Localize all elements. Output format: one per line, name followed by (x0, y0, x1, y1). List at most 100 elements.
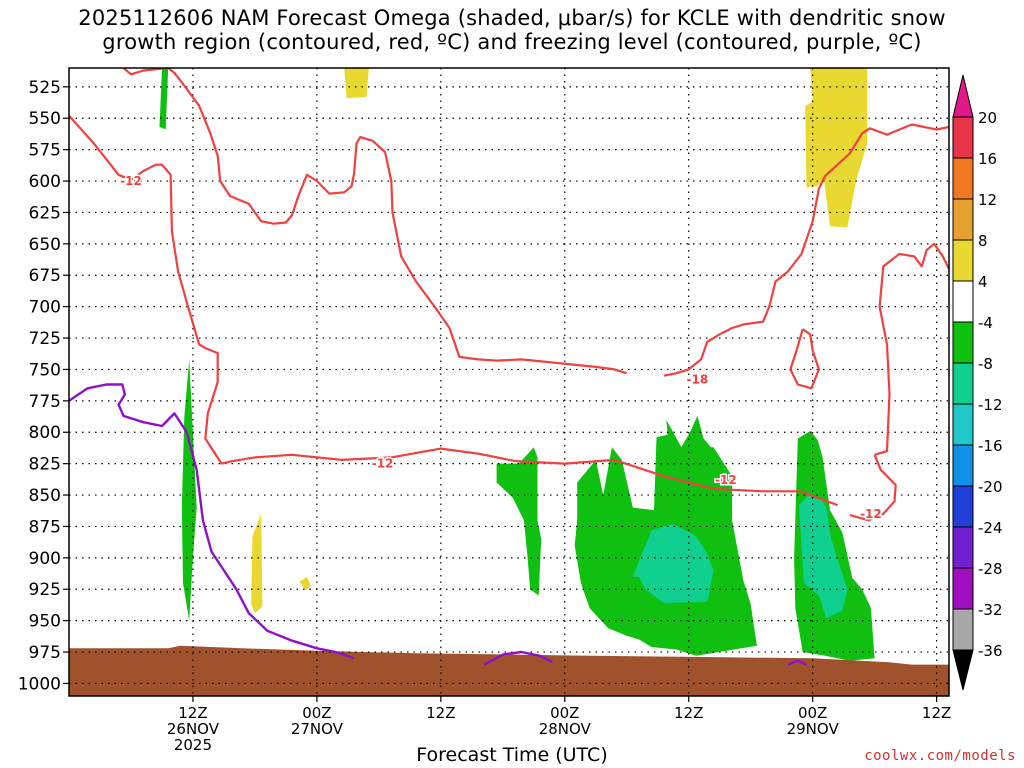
omega-green-top-left (159, 68, 169, 130)
omega-yellow-top-center (344, 68, 369, 99)
y-tick-label-700: 700 (29, 298, 61, 318)
contour-minus18-right (663, 123, 949, 377)
colorbar-label-5: -4 (978, 314, 993, 332)
omega-teal-right-core (799, 495, 848, 619)
colorbar-label-4: 4 (978, 273, 988, 291)
credit-link[interactable]: coolwx.com/models (864, 748, 1016, 764)
colorbar-legend: 20 16 12 8 4 -4 -8 -12 -16 -20 -24 -28 -32 -36 (952, 74, 1003, 691)
y-tick-label-875: 875 (29, 517, 61, 537)
gridlines (69, 68, 949, 696)
x-tick-label-66-1: 12Z (922, 704, 951, 722)
freezing-level-small (787, 659, 807, 666)
y-tick-label-975: 975 (29, 643, 61, 663)
contour-label-minus12-a: -12 (120, 174, 142, 188)
freezing-level-dip (483, 650, 553, 666)
x-tick-label-6-1: 12Z (178, 704, 207, 722)
omega-yellow-small-1 (251, 513, 263, 614)
contour-minus12-top-strip (122, 68, 628, 375)
x-tick-label-26-1: 12Z (426, 704, 455, 722)
x-tick-label-16-1: 00Z (302, 704, 331, 722)
y-tick-label-525: 525 (29, 78, 61, 98)
colorbar-label-6: -8 (978, 355, 993, 373)
chart-title: 2025112606 NAM Forecast Omega (shaded, μ… (0, 6, 1024, 54)
freezing-level-line (69, 383, 355, 660)
x-axis-title: Forecast Time (UTC) (416, 744, 608, 766)
colorbar-label-3: 8 (978, 232, 988, 250)
y-tick-label-1000: 1000 (18, 674, 61, 694)
omega-yellow-top-right (805, 68, 868, 228)
colorbar-label-9: -20 (978, 478, 1003, 496)
title-line-2: growth region (contoured, red, ºC) and f… (102, 30, 922, 54)
colorbar-swatch-10 (952, 526, 974, 569)
colorbar-swatch-12 (952, 608, 974, 651)
x-tick-label-56-1: 00Z (798, 704, 827, 722)
x-tick-label-36-2: 28NOV (539, 720, 592, 738)
colorbar-label-8: -16 (978, 437, 1003, 455)
colorbar-label-11: -28 (978, 560, 1003, 578)
colorbar-swatch-0 (952, 116, 974, 159)
colorbar-label-1: 16 (978, 150, 997, 168)
y-tick-label-550: 550 (29, 109, 61, 129)
contour-label-minus12-c: -12 (715, 473, 737, 487)
pressure-axis: 525 550 575 600 625 650 675 700 725 750 775 800 825 8… (18, 78, 69, 694)
y-tick-label-850: 850 (29, 486, 61, 506)
title-line-1: 2025112606 NAM Forecast Omega (shaded, μ… (78, 6, 946, 30)
omega-teal-main-core (632, 523, 714, 604)
y-tick-label-825: 825 (29, 455, 61, 475)
colorbar-label-0: 20 (978, 109, 997, 127)
colorbar-label-12: -32 (978, 601, 1003, 619)
omega-green-right-blob (794, 431, 875, 661)
colorbar-swatch-1 (952, 157, 974, 200)
y-tick-label-625: 625 (29, 203, 61, 223)
x-tick-label-36-1: 00Z (550, 704, 579, 722)
y-tick-label-900: 900 (29, 549, 61, 569)
x-tick-label-6-2: 26NOV (167, 720, 220, 738)
colorbar-label-2: 12 (978, 191, 997, 209)
terrain-ground (69, 645, 949, 696)
plot-frame (68, 67, 950, 697)
x-tick-label-6-3: 2025 (174, 736, 212, 754)
x-tick-label-46-1: 12Z (674, 704, 703, 722)
contour-label-minus12-d: -12 (860, 507, 882, 521)
y-tick-label-575: 575 (29, 141, 61, 161)
colorbar-swatch-9 (952, 485, 974, 528)
colorbar-label-7: -12 (978, 396, 1003, 414)
y-tick-label-925: 925 (29, 580, 61, 600)
y-tick-label-600: 600 (29, 172, 61, 192)
omega-shading (69, 68, 949, 696)
contour-label-minus12-b: -12 (372, 457, 394, 471)
omega-green-mid-column (496, 447, 542, 596)
contour-minus12-right-lower (849, 454, 897, 522)
y-tick-label-950: 950 (29, 612, 61, 632)
y-tick-label-800: 800 (29, 423, 61, 443)
x-tick-label-16-2: 27NOV (291, 720, 344, 738)
omega-yellow-small-2 (299, 576, 311, 591)
x-tick-label-56-2: 29NOV (787, 720, 840, 738)
colorbar-top-arrow (952, 74, 974, 118)
y-tick-label-775: 775 (29, 392, 61, 412)
contour-label-minus18: -18 (687, 372, 709, 386)
colorbar-swatch-3 (952, 239, 974, 282)
colorbar-label-10: -24 (978, 519, 1003, 537)
colorbar-label-13: -36 (978, 642, 1003, 660)
colorbar-swatch-7 (952, 403, 974, 446)
contour-minus12-top-left (69, 114, 838, 507)
y-tick-label-650: 650 (29, 235, 61, 255)
colorbar-bottom-arrow (952, 649, 974, 691)
contour-labels: -12 -18 -12 -12 -12 (119, 173, 884, 523)
omega-green-left-column (181, 359, 197, 621)
temperature-contours (69, 68, 949, 666)
y-tick-label-725: 725 (29, 329, 61, 349)
colorbar-swatch-8 (952, 444, 974, 487)
contour-minus12-right-loop (874, 242, 949, 456)
colorbar-swatch-5 (952, 321, 974, 364)
colorbar-swatch-6 (952, 362, 974, 405)
colorbar-swatch-11 (952, 567, 974, 610)
contour-small-loop (789, 328, 821, 390)
colorbar-swatch-4 (952, 280, 974, 323)
y-tick-label-675: 675 (29, 266, 61, 286)
y-tick-label-750: 750 (29, 360, 61, 380)
colorbar-swatch-2 (952, 198, 974, 241)
